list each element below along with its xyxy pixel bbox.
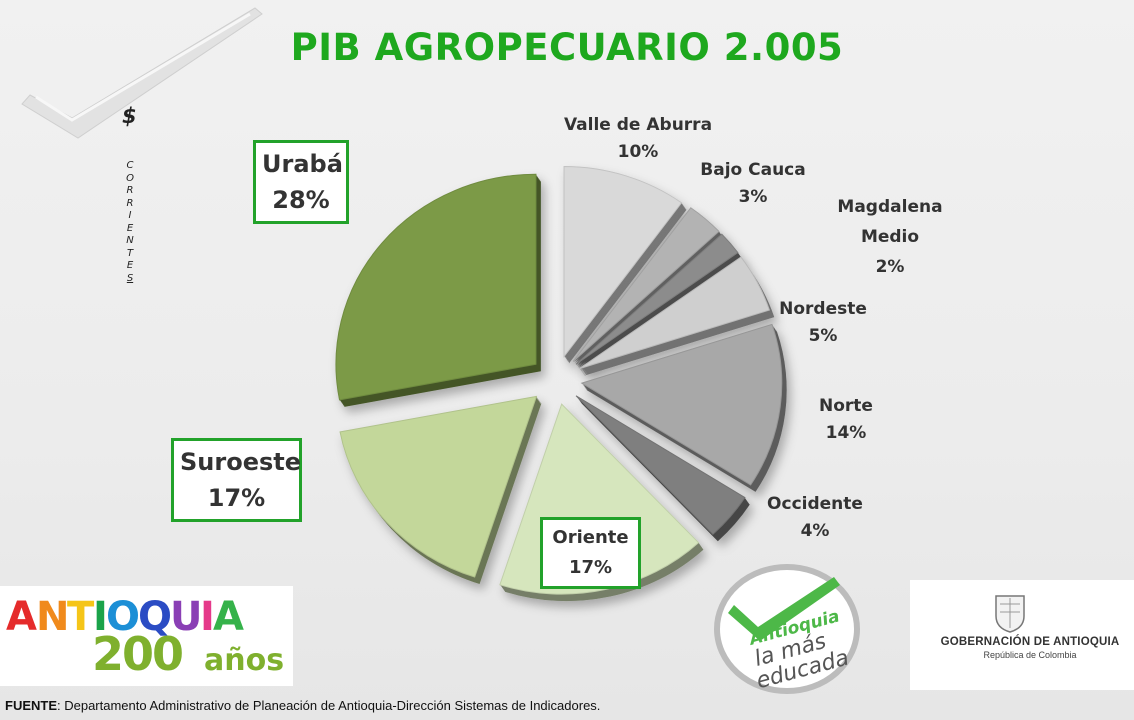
label-uraba: Urabá 28% [253,140,349,224]
pie-slice-top [339,395,538,578]
currency-letter: S [126,272,134,284]
label-name: Urabá [262,150,343,178]
label-name: Norte [819,396,873,416]
checkmark-decoration-icon [21,7,263,139]
chart-title: PIB AGROPECUARIO 2.005 [290,26,844,69]
label-name: Nordeste [779,299,867,319]
logo-letter: I [200,594,215,640]
pie-slice-top [578,256,771,370]
antioquia-200-logo-graphic: A NTIOQUIA 200 años [6,594,284,681]
pie-slice-top [335,173,537,401]
label-name: Suroeste [180,448,302,476]
logo-letter: O [106,594,140,640]
pie-slice-top [580,323,783,486]
label-magdalena-medio: Magdalena Medio 2% [820,192,960,282]
currency-symbol: $ [122,104,137,128]
label-nordeste: Nordeste 5% [763,296,883,350]
label-name-line1: Magdalena [837,197,943,217]
pie-slice-suroeste [339,395,542,585]
source-text: : Departamento Administrativo de Planeac… [57,698,601,713]
label-name-line2: Medio [860,227,920,247]
logo-letter: T [67,594,95,640]
label-value: 14% [825,423,867,443]
gobernacion-subtitle: República de Colombia [983,650,1077,660]
svg-text:200: 200 [92,627,182,681]
coat-of-arms-icon [995,595,1025,633]
currency-letter: T [126,247,134,259]
label-occidente: Occidente 4% [755,491,875,545]
antioquia-la-mas-educada-seal: Antioquia la más educada [714,564,860,694]
label-value: 5% [808,326,838,346]
pie-slice-magdalena-medio [575,233,743,372]
currency-letter: R [126,197,134,209]
logo-letter: U [170,594,202,640]
gobernacion-name: GOBERNACIÓN DE ANTIOQUIA [940,636,1120,648]
currency-letter: O [126,172,134,184]
label-valle-de-aburra: Valle de Aburra 10% [548,112,728,166]
currency-letter: I [128,210,132,221]
logo-letter: N [36,594,69,640]
label-name: Occidente [767,494,863,514]
pie-slice-top [563,166,683,358]
logo-letter: A [6,594,37,640]
label-norte: Norte 14% [786,393,906,447]
pie-slice-top [572,207,720,362]
label-name: Oriente [552,527,629,548]
logo-letter: Q [138,594,172,640]
label-value: 17% [568,557,613,578]
label-suroeste: Suroeste 17% [171,438,302,522]
label-name: Valle de Aburra [563,115,713,135]
label-name: Bajo Cauca [700,160,806,180]
label-value: 17% [207,484,266,512]
logo-letter: A [213,594,244,640]
pie-slice-occidente [575,395,750,542]
currency-letter: E [126,260,134,271]
svg-text:años: años [204,643,284,678]
pie-slice-top [575,395,746,535]
label-oriente: Oriente 17% [540,517,641,589]
currency-letter: R [126,185,134,196]
label-bajo-cauca: Bajo Cauca 3% [688,157,818,211]
pie-slice-valle-de-aburra [563,166,687,364]
pie-slice-norte [580,323,787,492]
pie-slice-nordeste [578,256,775,376]
label-value: 4% [800,521,830,541]
currency-letter: N [126,235,134,246]
source-note: FUENTE: Departamento Administrativo de P… [5,698,600,713]
label-value: 3% [738,187,768,207]
label-value: 2% [875,257,905,277]
label-value: 10% [617,142,659,162]
currency-letter: E [126,222,134,234]
source-prefix: FUENTE [5,698,57,713]
label-value: 28% [272,186,330,214]
logo-letter: I [93,594,108,640]
currency-letter: C [126,160,134,171]
pie-slice-top [575,233,739,365]
pie-slice-urab- [335,173,541,407]
